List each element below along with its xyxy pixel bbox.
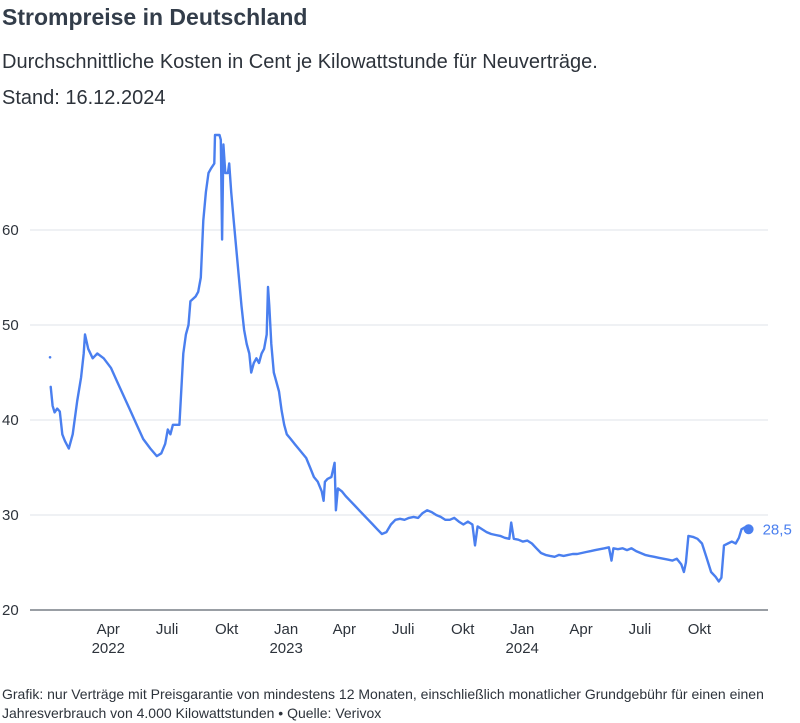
series-start-point: [48, 356, 52, 359]
x-tick-label: Apr: [569, 621, 592, 638]
series-layer: 28,5: [48, 133, 792, 583]
y-tick-label: 60: [2, 222, 19, 239]
x-tick-label: Okt: [688, 621, 712, 638]
x-tick-label: Juli: [156, 621, 179, 638]
x-tick-label: Juli: [629, 621, 652, 638]
x-tick-label: Okt: [215, 621, 239, 638]
y-axis-tick-labels: 20 30 40 50 60: [2, 222, 19, 619]
y-tick-label: 30: [2, 507, 19, 524]
grid-lines: [30, 229, 768, 611]
y-tick-label: 40: [2, 412, 19, 429]
x-tick-label: Jan: [510, 621, 534, 638]
x-tick-label: Juli: [392, 621, 415, 638]
chart-subtitle: Durchschnittliche Kosten in Cent je Kilo…: [2, 51, 598, 73]
chart-footnote: Grafik: nur Verträge mit Preisgarantie v…: [2, 686, 764, 721]
x-tick-label: Apr: [97, 621, 120, 638]
chart-date-stamp: Stand: 16.12.2024: [2, 87, 166, 109]
chart-title: Strompreise in Deutschland: [2, 4, 308, 30]
x-tick-year-label: 2024: [506, 640, 539, 657]
x-tick-year-label: 2022: [92, 640, 125, 657]
x-tick-label: Okt: [451, 621, 475, 638]
series-end-marker: [743, 524, 754, 535]
x-tick-label: Jan: [274, 621, 298, 638]
x-tick-label: Apr: [333, 621, 356, 638]
series-line: [49, 133, 750, 583]
y-tick-label: 20: [2, 602, 19, 619]
y-tick-label: 50: [2, 317, 19, 334]
x-axis-tick-labels: Apr 2022 Juli Okt Jan 2023 Apr Juli Okt Jan 2024 Ap…: [92, 621, 712, 657]
series-end-label: 28,5: [763, 521, 792, 538]
x-tick-year-label: 2023: [269, 640, 302, 657]
